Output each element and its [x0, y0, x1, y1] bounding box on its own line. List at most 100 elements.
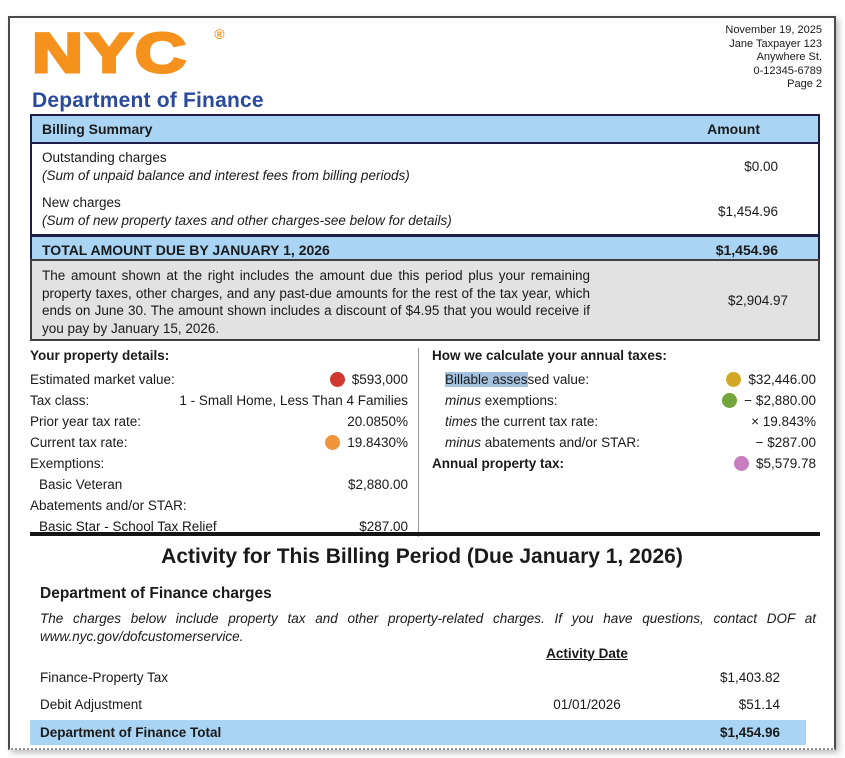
- activity-row-date: 01/01/2026: [553, 697, 621, 712]
- billing-row-label: Outstanding charges (Sum of unpaid balanc…: [42, 149, 744, 184]
- detail-label: Basic Veteran: [30, 477, 122, 492]
- detail-label-part: times: [445, 414, 478, 429]
- detail-label-part: abatements and/or STAR:: [481, 435, 640, 450]
- address-line: Page 2: [787, 78, 822, 90]
- detail-value: $287.00: [359, 519, 408, 534]
- amount-column-header: Amount: [707, 121, 760, 137]
- detail-label-part: Current tax rate:: [30, 435, 128, 450]
- annual-taxes-rows: Billable assessed value: $32,446.00 minus …: [432, 369, 816, 474]
- total-due-label: TOTAL AMOUNT DUE BY JANUARY 1, 2026: [42, 241, 330, 258]
- activity-row: Debit Adjustment 01/01/2026 $51.14: [30, 691, 806, 718]
- detail-row: Basic Star - School Tax Relief $287.00: [30, 516, 408, 537]
- billing-summary-rows: Outstanding charges (Sum of unpaid balanc…: [32, 144, 818, 234]
- detail-row: minus exemptions: − $2,880.00: [432, 390, 816, 411]
- text-selection-highlight: Billable asses: [445, 372, 528, 387]
- detail-value: × 19.843%: [751, 414, 816, 429]
- detail-value: $2,880.00: [347, 477, 408, 492]
- detail-label: Annual property tax:: [432, 456, 564, 471]
- detail-label-part: Basic Star - School Tax Relief: [39, 519, 217, 534]
- activity-row-label: Finance-Property Tax: [40, 670, 169, 685]
- address-line: 0-12345-6789: [753, 64, 822, 77]
- detail-row: Current tax rate: 19.8430%: [30, 432, 408, 453]
- detail-label-part: minus: [445, 393, 482, 408]
- detail-row: Basic Veteran $2,880.00: [30, 474, 408, 495]
- dof-total-row: Department of Finance Total $1,454.96: [30, 720, 806, 745]
- detail-row: minus abatements and/or STAR: − $287.00: [432, 432, 816, 453]
- detail-value: 1 - Small Home, Less Than 4 Families: [179, 393, 408, 408]
- nyc-dof-logo: NYC ® Department of Finance: [30, 21, 264, 113]
- registered-trademark-icon: ®: [214, 26, 225, 42]
- detail-label-part: minus: [445, 435, 482, 450]
- detail-label-part: Estimated market value:: [30, 372, 175, 387]
- detail-row: Annual property tax: $5,579.78: [432, 453, 816, 474]
- detail-label: minus exemptions:: [432, 393, 558, 408]
- department-of-finance-wordmark: Department of Finance: [32, 89, 264, 112]
- billing-row-amount: $1,454.96: [717, 204, 778, 219]
- detail-row: Prior year tax rate: 20.0850%: [30, 411, 408, 432]
- dot-pink-icon: [733, 456, 749, 471]
- detail-value: 20.0850%: [347, 414, 408, 429]
- billing-summary-row: New charges (Sum of new property taxes an…: [32, 189, 818, 234]
- detail-label-part: Annual property tax:: [432, 456, 565, 471]
- property-details-rows: Estimated market value: $593,000 Tax class…: [30, 369, 408, 537]
- detail-label: Tax class:: [30, 393, 89, 408]
- dof-total-label: Department of Finance Total: [40, 725, 222, 740]
- detail-row: Exemptions:: [30, 453, 408, 474]
- detail-value: − $287.00: [755, 435, 816, 450]
- dot-green-icon: [722, 393, 738, 408]
- detail-label: Exemptions:: [30, 456, 104, 471]
- activity-row-amount: $51.14: [738, 697, 780, 712]
- activity-date-header: Activity Date: [546, 645, 628, 661]
- dof-total-amount: $1,454.96: [719, 725, 780, 740]
- billing-summary-row: Outstanding charges (Sum of unpaid balanc…: [32, 144, 818, 189]
- billing-row-label: New charges (Sum of new property taxes an…: [42, 194, 718, 229]
- detail-label: times the current tax rate:: [432, 414, 598, 429]
- detail-label-part: sed value:: [527, 372, 590, 387]
- detail-label: Current tax rate:: [30, 435, 128, 450]
- billing-row-amount: $0.00: [744, 159, 778, 174]
- detail-label: Billable assessed value:: [432, 372, 589, 387]
- billing-row-title: Outstanding charges: [42, 150, 167, 165]
- recipient-address-block: November 19, 2025 Jane Taxpayer 123 Anywhe…: [725, 24, 822, 92]
- dof-charges-heading: Department of Finance charges: [40, 585, 272, 602]
- activity-rows: Finance-Property Tax $1,403.82 Debit Adjus…: [30, 664, 806, 718]
- detail-label-part: Basic Veteran: [39, 477, 123, 492]
- annual-taxes-section: How we calculate your annual taxes: Bill…: [419, 348, 820, 537]
- detail-label: Basic Star - School Tax Relief: [30, 519, 217, 534]
- billing-summary-header-row: Billing Summary Amount: [32, 116, 818, 144]
- detail-row: Billable assessed value: $32,446.00: [432, 369, 816, 390]
- detail-label-part: the current tax rate:: [477, 414, 599, 429]
- detail-label: Abatements and/or STAR:: [30, 498, 187, 513]
- detail-label-part: Tax class:: [30, 393, 90, 408]
- detail-label-part: Exemptions:: [30, 456, 105, 471]
- detail-row: times the current tax rate: × 19.843%: [432, 411, 816, 432]
- remaining-balance-amount: $2,904.97: [727, 292, 788, 308]
- detail-value: $5,579.78: [755, 456, 816, 471]
- property-tax-bill-page: NYC ® Department of Finance November 19,…: [8, 16, 836, 750]
- annual-taxes-title: How we calculate your annual taxes:: [432, 348, 667, 363]
- dot-gold-icon: [726, 372, 742, 387]
- dot-orange-icon: [325, 435, 341, 450]
- billing-row-subtitle: (Sum of unpaid balance and interest fees…: [42, 167, 410, 183]
- nyc-logo-text: NYC: [30, 21, 189, 84]
- charges-note-text: The charges below include property tax a…: [40, 611, 816, 644]
- billing-summary-table: Billing Summary Amount Outstanding charg…: [30, 114, 820, 264]
- property-details-section: Your property details: Estimated market …: [30, 348, 419, 537]
- detail-value: − $2,880.00: [744, 393, 816, 408]
- billing-row-subtitle: (Sum of new property taxes and other cha…: [42, 212, 452, 228]
- details-columns: Your property details: Estimated market …: [30, 348, 820, 537]
- section-divider-rule: [30, 532, 820, 536]
- amount-explanation-box: The amount shown at the right includes t…: [30, 259, 820, 341]
- detail-label: Estimated market value:: [30, 372, 175, 387]
- billing-summary-title: Billing Summary: [42, 121, 153, 137]
- detail-label-part: Abatements and/or STAR:: [30, 498, 187, 513]
- total-due-amount: $1,454.96: [715, 241, 778, 258]
- total-amount-due-row: TOTAL AMOUNT DUE BY JANUARY 1, 2026 $1,4…: [32, 234, 818, 262]
- property-details-title: Your property details:: [30, 348, 170, 363]
- nyc-logo: NYC ®: [30, 21, 264, 84]
- detail-label-part: Prior year tax rate:: [30, 414, 142, 429]
- detail-label-part: exemptions:: [481, 393, 558, 408]
- detail-row: Estimated market value: $593,000: [30, 369, 408, 390]
- address-line: Anywhere St.: [756, 51, 822, 63]
